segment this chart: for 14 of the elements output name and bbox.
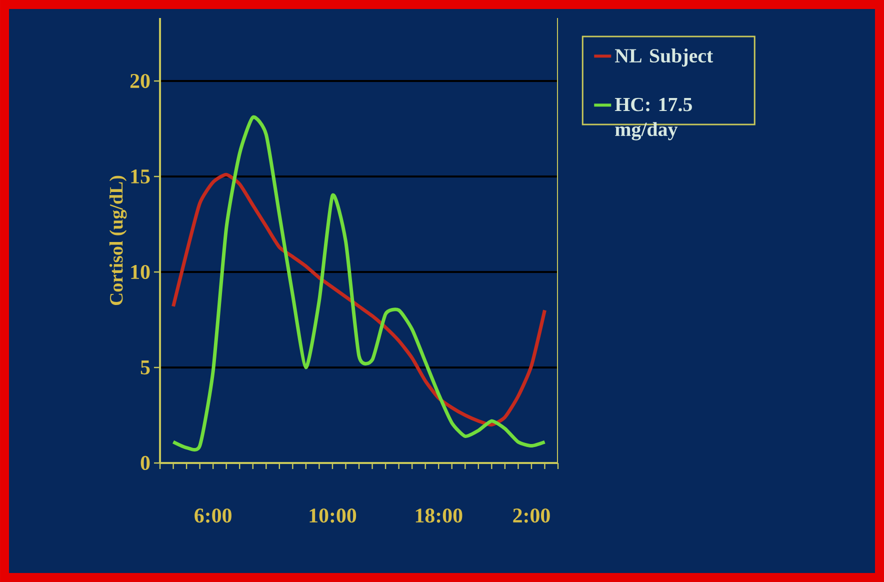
legend-label: HC: 17.5 mg/day bbox=[614, 98, 692, 140]
x-tick-label: 10:00 bbox=[310, 508, 356, 523]
y-tick-label: 20 bbox=[130, 74, 150, 88]
line-series bbox=[172, 115, 546, 450]
legend-label: NL Subject bbox=[615, 48, 714, 67]
y-tick-label: 15 bbox=[131, 169, 150, 184]
x-tick-label: 18:00 bbox=[416, 508, 462, 523]
line-series bbox=[172, 172, 546, 427]
y-tick-label: 10 bbox=[131, 264, 150, 280]
x-tick-label: 6:00 bbox=[194, 508, 232, 523]
x-tick-label: 2:00 bbox=[513, 508, 550, 523]
y-tick-label: 5 bbox=[140, 360, 150, 374]
y-tick-label: 0 bbox=[140, 456, 150, 470]
y-axis-title: Cortisol (ug/dL) bbox=[109, 176, 127, 306]
